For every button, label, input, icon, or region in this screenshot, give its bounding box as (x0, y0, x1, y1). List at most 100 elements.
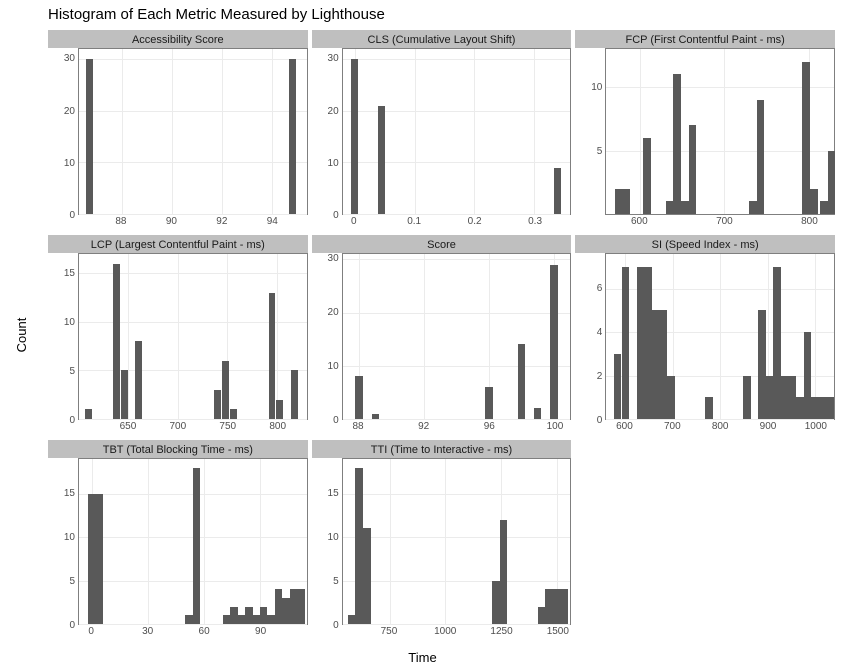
histogram-bar (500, 520, 508, 624)
histogram-bar (222, 361, 229, 419)
y-tick-label: 0 (69, 415, 75, 426)
y-tick-label: 30 (64, 53, 75, 64)
x-tick-row: 600700800 (605, 215, 835, 231)
plot-area (342, 253, 572, 420)
y-tick-label: 0 (597, 415, 603, 426)
x-tick-row: 0 30 60 90 (78, 625, 308, 641)
y-axis-label: Count (14, 317, 29, 352)
histogram-bar (291, 370, 298, 419)
histogram-bar (276, 400, 283, 419)
histogram-bar (819, 397, 827, 419)
histogram-bar (757, 100, 765, 214)
histogram-bar (828, 151, 836, 214)
histogram-bar (643, 138, 651, 214)
histogram-bar (348, 615, 356, 624)
histogram-bar (811, 397, 819, 419)
histogram-bar (238, 615, 245, 624)
x-tick-label: 1250 (490, 626, 512, 637)
y-tick-label: 2 (597, 371, 603, 382)
histogram-bar (681, 201, 689, 214)
histogram-bar (85, 409, 92, 419)
histogram-bar (88, 494, 95, 624)
facet-panel: Accessibility Score010203088909294 (48, 30, 308, 231)
panel-strip-title: FCP (First Contentful Paint - ms) (575, 30, 835, 48)
plot-area (78, 48, 308, 215)
facet-panel: TTI (Time to Interactive - ms)0510157501… (312, 440, 572, 641)
histogram-bar (253, 615, 260, 624)
histogram-bar (351, 59, 358, 214)
plot-area (605, 48, 835, 215)
histogram-bar (96, 494, 103, 624)
histogram-bar (121, 370, 128, 419)
histogram-bar (560, 589, 568, 624)
x-tick-label: 0 (88, 626, 94, 637)
x-tick-label: 90 (255, 626, 266, 637)
histogram-bar (230, 409, 237, 419)
histogram-bar (355, 376, 362, 419)
y-tick-label: 10 (64, 158, 75, 169)
facet-panel: CLS (Cumulative Layout Shift)010203000.1… (312, 30, 572, 231)
plot-area (78, 253, 308, 420)
histogram-bar (223, 615, 230, 624)
facet-panel: TBT (Total Blocking Time - ms)0510150306… (48, 440, 308, 641)
histogram-bar (135, 341, 142, 419)
y-tick-label: 0 (69, 620, 75, 631)
x-tick-label: 700 (664, 421, 681, 432)
plot-area (342, 458, 572, 625)
histogram-bar (372, 414, 379, 419)
histogram-bar (820, 201, 828, 214)
plot-area (342, 48, 572, 215)
histogram-bar (275, 589, 282, 624)
x-tick-row: 88909294 (78, 215, 308, 231)
histogram-bar (667, 376, 675, 419)
histogram-bar (113, 264, 120, 419)
y-tick-label: 5 (597, 146, 603, 157)
y-tick-label: 4 (597, 327, 603, 338)
histogram-bar (666, 201, 674, 214)
plot-area (605, 253, 835, 420)
y-tick-column: 051015 (312, 458, 342, 641)
y-tick-label: 10 (64, 317, 75, 328)
x-tick-label: 60 (199, 626, 210, 637)
panel-strip-title: CLS (Cumulative Layout Shift) (312, 30, 572, 48)
histogram-bar (644, 267, 652, 419)
y-tick-label: 5 (333, 576, 339, 587)
histogram-bar (545, 589, 553, 624)
histogram-bar (826, 397, 834, 419)
panel-strip-title: LCP (Largest Contentful Paint - ms) (48, 235, 308, 253)
y-tick-label: 6 (597, 283, 603, 294)
x-tick-label: 800 (269, 421, 286, 432)
histogram-bar (214, 390, 221, 419)
x-tick-label: 0.2 (468, 216, 482, 227)
histogram-bar (553, 589, 561, 624)
y-tick-column: 0102030 (312, 48, 342, 231)
histogram-bar (804, 332, 812, 419)
x-tick-label: 600 (616, 421, 633, 432)
histogram-bar (230, 607, 237, 624)
x-tick-row: 650700750800 (78, 420, 308, 436)
y-tick-label: 30 (328, 253, 339, 264)
x-tick-label: 30 (142, 626, 153, 637)
x-tick-label: 0 (351, 216, 357, 227)
histogram-bar (355, 468, 363, 624)
histogram-bar (289, 59, 296, 214)
y-tick-label: 10 (328, 158, 339, 169)
x-tick-label: 700 (716, 216, 733, 227)
x-tick-label: 1000 (434, 626, 456, 637)
y-tick-column: 051015 (48, 253, 78, 436)
histogram-bar (781, 376, 789, 419)
x-tick-row: 889296100 (342, 420, 572, 436)
x-tick-label: 800 (801, 216, 818, 227)
y-tick-label: 30 (328, 53, 339, 64)
y-tick-column: 051015 (48, 458, 78, 641)
histogram-bar (534, 408, 541, 419)
facet-panel: SI (Speed Index - ms)0246600700800900100… (575, 235, 835, 436)
histogram-bar (622, 267, 630, 419)
x-tick-label: 1000 (805, 421, 827, 432)
plot-area (78, 458, 308, 625)
histogram-bar (267, 615, 274, 624)
histogram-bar (743, 376, 751, 419)
facet-panel: FCP (First Contentful Paint - ms)5106007… (575, 30, 835, 231)
histogram-bar (614, 354, 622, 419)
x-tick-label: 92 (418, 421, 429, 432)
